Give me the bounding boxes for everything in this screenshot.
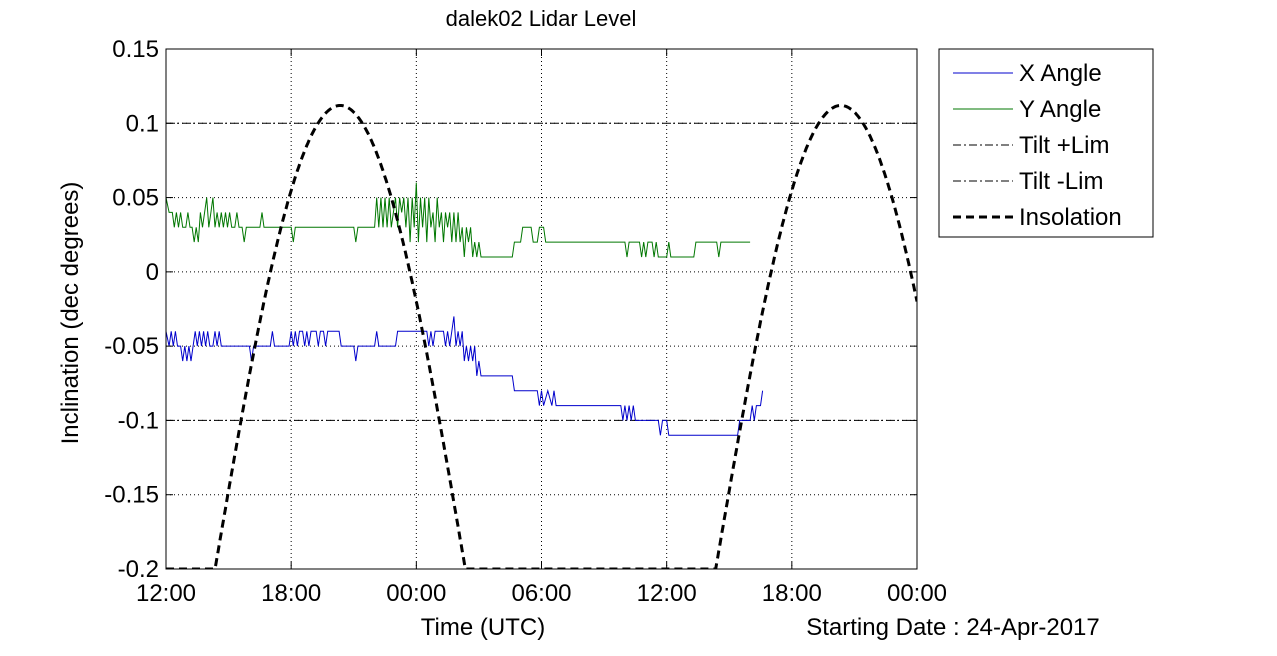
chart-title: dalek02 Lidar Level [446,6,637,31]
x-tick-label: 12:00 [136,580,196,607]
legend-item: X Angle [953,60,1102,87]
y-tick-label: 0.1 [126,110,159,137]
y-axis-ticks: 0.15 0.1 0.05 0 -0.05 -0.1 -0.15 -0.2 [104,36,917,583]
x-tick-label: 18:00 [261,580,321,607]
series-layer [166,104,917,569]
x-tick-label: 00:00 [386,580,446,607]
y-tick-label: 0 [146,259,159,286]
x-tick-label: 12:00 [637,580,697,607]
y-tick-label: -0.2 [118,556,159,583]
y-tick-label: -0.1 [118,407,159,434]
y-tick-label: -0.05 [104,333,159,360]
y-tick-label: -0.15 [104,482,159,509]
insolation-line [166,104,917,569]
plot-area [165,48,918,570]
y-tick-label: 0.15 [112,36,159,63]
legend-label: Tilt -Lim [1019,168,1103,195]
x-axis-ticks: 12:00 18:00 00:00 06:00 12:00 18:00 00:00 [136,49,947,607]
legend-item: Tilt -Lim [953,168,1103,195]
legend-label: Tilt +Lim [1019,132,1109,159]
x-axis-label: Time (UTC) [421,614,545,641]
x-tick-label: 18:00 [762,580,822,607]
legend-item: Y Angle [953,96,1101,123]
legend-label: X Angle [1019,60,1102,87]
y-angle-line [166,182,751,258]
legend-label: Y Angle [1019,96,1101,123]
legend-label: Insolation [1019,204,1122,231]
x-tick-label: 06:00 [511,580,571,607]
x-angle-line [166,316,764,436]
y-tick-label: 0.05 [112,185,159,212]
grid-lines [166,49,917,569]
legend: X Angle Y Angle Tilt +Lim Tilt -Lim Insolati… [938,48,1154,238]
legend-item: Tilt +Lim [953,132,1109,159]
legend-box [938,48,1154,238]
y-axis-label: Inclination (dec degrees) [57,182,84,445]
starting-date-note: Starting Date : 24-Apr-2017 [806,614,1100,641]
legend-item: Insolation [953,204,1122,231]
x-tick-label: 00:00 [887,580,947,607]
